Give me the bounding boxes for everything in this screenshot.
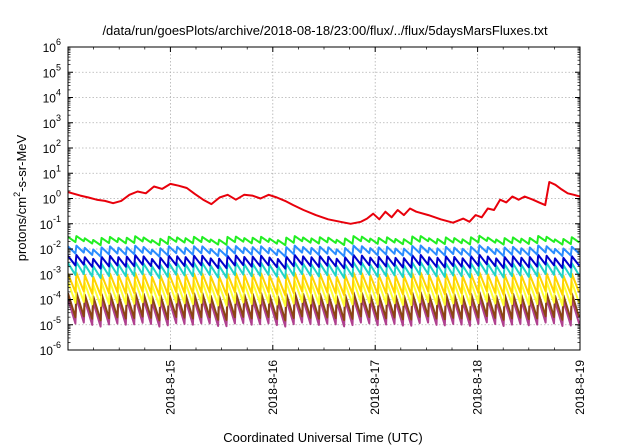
x-tick-label: 2018-8-17 bbox=[368, 360, 382, 415]
x-tick-label: 2018-8-16 bbox=[266, 360, 280, 415]
y-axis-ticks: 10-6 10-5 10-4 10-3 10-2 10-1 100 101 102 103 104 1… bbox=[40, 37, 580, 358]
series-line bbox=[68, 234, 580, 247]
y-tick-label: 10-6 bbox=[40, 340, 61, 358]
series-line bbox=[68, 279, 580, 307]
x-axis-label: Coordinated Universal Time (UTC) bbox=[223, 430, 422, 445]
x-tick-label: 2018-8-15 bbox=[163, 360, 177, 415]
series-line bbox=[68, 291, 580, 322]
series-line bbox=[68, 296, 580, 328]
series-line bbox=[68, 271, 580, 297]
y-tick-label: 10-1 bbox=[40, 214, 61, 232]
series-line bbox=[68, 260, 580, 280]
series-line bbox=[68, 181, 580, 225]
x-axis-ticks: 2018-8-15 2018-8-16 2018-8-17 2018-8-18 2018… bbox=[93, 47, 587, 415]
y-tick-label: 10-4 bbox=[40, 290, 61, 308]
chart-title: /data/run/goesPlots/archive/2018-08-18/2… bbox=[102, 23, 548, 38]
y-axis-label: protons/cm2-s-sr-MeV bbox=[12, 134, 29, 261]
y-tick-label: 10-3 bbox=[40, 264, 61, 282]
y-tick-label: 10-2 bbox=[40, 239, 61, 257]
y-tick-label: 101 bbox=[43, 163, 61, 181]
y-tick-label: 103 bbox=[43, 113, 61, 131]
y-tick-label: 10-5 bbox=[40, 315, 61, 333]
y-tick-label: 104 bbox=[43, 88, 61, 106]
y-tick-label: 100 bbox=[43, 189, 61, 207]
x-tick-label: 2018-8-18 bbox=[471, 360, 485, 415]
y-tick-label: 102 bbox=[43, 138, 61, 156]
y-tick-label: 106 bbox=[43, 37, 61, 55]
series-lines bbox=[68, 181, 580, 328]
series-line bbox=[68, 253, 580, 270]
series-line bbox=[68, 244, 580, 258]
x-tick-label: 2018-8-19 bbox=[573, 360, 587, 415]
y-tick-label: 105 bbox=[43, 62, 61, 80]
